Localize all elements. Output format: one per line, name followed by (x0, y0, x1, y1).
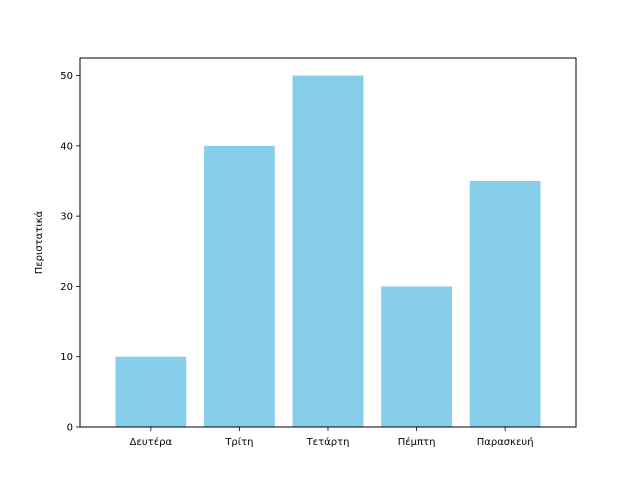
plot-frame (79, 57, 577, 428)
x-tick-label: Παρασκευή (477, 436, 534, 448)
bars-layer (115, 75, 541, 428)
bar-2 (204, 145, 275, 427)
bar-1 (115, 356, 187, 427)
x-tick-label: Τρίτη (224, 436, 253, 448)
x-axis-ticks: Δευτέρα Τρίτη Τετάρτη Πέμπτη Παρασκευή (130, 427, 534, 448)
x-tick-label: Πέμπτη (398, 436, 436, 448)
y-tick-label: 50 (60, 71, 73, 82)
bar-3 (292, 75, 364, 428)
y-tick-label: 0 (67, 423, 73, 434)
y-tick-label: 40 (60, 141, 73, 152)
y-tick-label: 10 (60, 352, 73, 363)
y-tick-label: 30 (60, 212, 73, 223)
y-tick-label: 20 (60, 282, 73, 293)
y-axis-ticks: 0 10 20 30 40 50 (60, 71, 80, 434)
y-axis-label: Περιστατικά (33, 210, 45, 274)
bar-5 (469, 181, 541, 427)
x-tick-label: Τετάρτη (306, 436, 350, 448)
bar-4 (381, 286, 452, 427)
x-tick-label: Δευτέρα (130, 436, 173, 448)
